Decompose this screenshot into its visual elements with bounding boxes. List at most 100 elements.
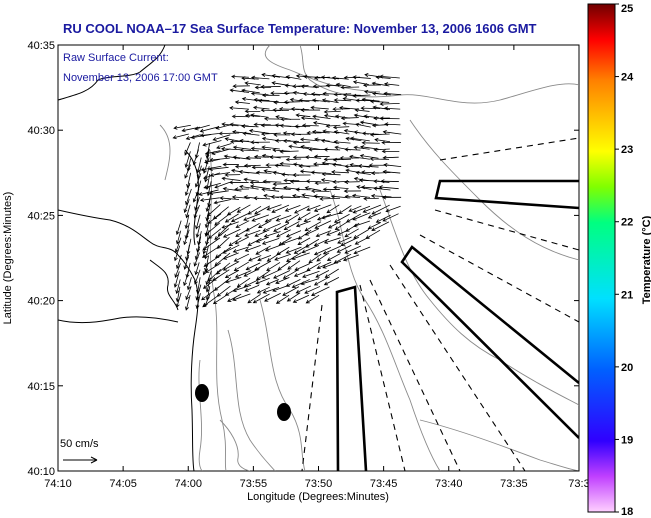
current-vector — [175, 220, 182, 236]
current-vector — [205, 197, 211, 213]
current-vector — [254, 205, 270, 215]
current-vector — [323, 147, 341, 152]
current-vector — [333, 185, 349, 190]
current-vector — [297, 237, 311, 246]
current-vector — [272, 182, 291, 187]
current-vector — [274, 253, 292, 261]
current-vector — [184, 294, 191, 311]
current-vector — [322, 129, 340, 134]
current-vector — [234, 164, 251, 169]
current-vector — [292, 294, 310, 303]
contour-line — [419, 419, 579, 471]
current-vector — [260, 84, 281, 89]
current-vector — [340, 116, 359, 121]
current-vector — [300, 108, 321, 113]
current-vector — [228, 180, 249, 185]
current-vector — [379, 101, 400, 107]
current-vector — [369, 99, 390, 104]
coverage-boundaries — [335, 179, 579, 471]
current-vector — [231, 74, 249, 79]
current-vector — [292, 193, 310, 199]
current-vector — [221, 176, 241, 181]
current-vector — [303, 213, 320, 223]
current-vector — [308, 253, 322, 264]
current-vector — [275, 214, 292, 222]
current-vector — [192, 149, 199, 166]
current-vector — [337, 228, 351, 236]
current-vector — [372, 91, 391, 96]
current-vector — [316, 252, 330, 262]
current-vector — [192, 188, 200, 203]
current-vector — [212, 293, 229, 305]
current-vector — [301, 123, 319, 128]
current-vector — [263, 116, 282, 121]
current-vector — [369, 132, 390, 137]
current-vector — [311, 98, 330, 103]
colorbar — [587, 3, 616, 513]
current-vector — [340, 236, 360, 247]
current-vector — [349, 136, 370, 142]
current-vector — [174, 237, 182, 253]
current-vector — [250, 146, 271, 151]
current-vector — [301, 193, 320, 198]
current-vector — [283, 100, 301, 105]
current-vector — [253, 196, 271, 201]
current-vector — [357, 164, 379, 169]
current-vector — [313, 194, 331, 199]
dashed-radial — [301, 304, 323, 471]
current-vector — [224, 137, 241, 142]
current-vector — [323, 237, 341, 244]
current-vector — [251, 165, 272, 170]
current-vector — [252, 293, 270, 304]
current-vector — [225, 276, 242, 284]
current-vector — [280, 237, 300, 246]
current-vector — [353, 220, 371, 228]
current-vector — [183, 254, 190, 270]
current-vector — [231, 114, 250, 119]
current-vector — [195, 284, 202, 301]
current-vector — [202, 262, 209, 276]
current-vector — [352, 212, 371, 221]
current-vector — [230, 213, 249, 223]
current-vector — [279, 149, 299, 154]
current-vector — [277, 260, 291, 271]
current-vector — [204, 212, 210, 229]
current-vector — [297, 229, 312, 240]
current-vector — [232, 246, 250, 253]
current-vector — [201, 245, 221, 258]
current-vector — [183, 229, 190, 246]
current-vector — [185, 204, 191, 219]
x-tick-label: 74:05 — [109, 478, 137, 490]
current-vector — [370, 171, 391, 176]
current-vector — [313, 247, 332, 256]
current-vector — [335, 82, 351, 87]
current-vector — [367, 222, 382, 230]
current-vector — [361, 131, 379, 136]
current-vector — [274, 163, 291, 168]
current-vector — [243, 163, 261, 168]
current-vector — [344, 194, 361, 199]
contour-line — [227, 329, 276, 471]
map-content — [58, 45, 579, 471]
current-vector — [344, 245, 361, 254]
current-vector — [323, 109, 341, 114]
current-vector — [255, 236, 270, 243]
current-vector — [214, 182, 230, 189]
current-vector — [204, 150, 221, 156]
current-vector — [234, 270, 252, 278]
current-vector — [373, 147, 390, 152]
current-vector — [321, 98, 339, 104]
current-vector — [172, 133, 189, 140]
current-vector — [291, 279, 310, 289]
current-vector — [379, 116, 400, 121]
current-vector — [262, 286, 280, 294]
current-vector — [194, 262, 200, 276]
contour-line — [219, 419, 251, 471]
current-vector — [313, 162, 329, 167]
current-vector — [326, 253, 341, 261]
chart-title: RU COOL NOAA–17 Sea Surface Temperature:… — [63, 21, 537, 36]
current-vector — [375, 214, 391, 223]
current-vector — [257, 220, 272, 229]
current-vector — [265, 163, 281, 168]
contour-line — [209, 149, 227, 471]
